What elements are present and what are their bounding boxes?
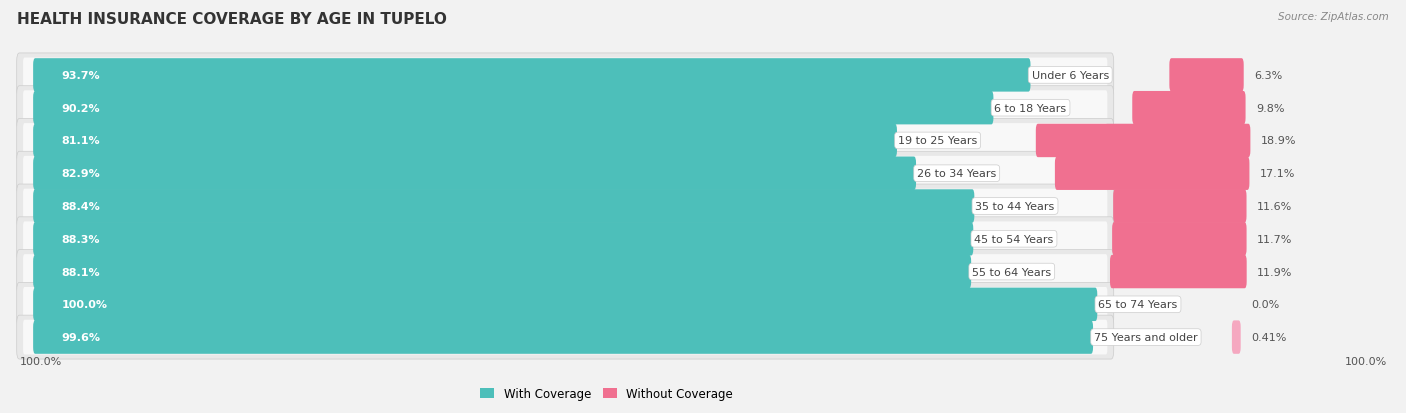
Text: 11.7%: 11.7%	[1257, 234, 1292, 244]
Text: 6.3%: 6.3%	[1254, 71, 1282, 81]
FancyBboxPatch shape	[17, 54, 1114, 97]
Text: 99.6%: 99.6%	[62, 332, 101, 342]
FancyBboxPatch shape	[34, 320, 1092, 354]
Text: 0.0%: 0.0%	[1251, 299, 1279, 310]
Text: 81.1%: 81.1%	[62, 136, 100, 146]
FancyBboxPatch shape	[34, 223, 973, 256]
Text: 90.2%: 90.2%	[62, 103, 100, 114]
FancyBboxPatch shape	[22, 124, 1108, 159]
FancyBboxPatch shape	[1170, 59, 1244, 93]
Text: 93.7%: 93.7%	[62, 71, 100, 81]
Text: 6 to 18 Years: 6 to 18 Years	[994, 103, 1067, 114]
Text: 9.8%: 9.8%	[1256, 103, 1285, 114]
Text: 82.9%: 82.9%	[62, 169, 100, 179]
FancyBboxPatch shape	[1112, 223, 1247, 256]
Text: 45 to 54 Years: 45 to 54 Years	[974, 234, 1053, 244]
FancyBboxPatch shape	[1232, 320, 1240, 354]
Text: 65 to 74 Years: 65 to 74 Years	[1098, 299, 1178, 310]
FancyBboxPatch shape	[1109, 255, 1247, 289]
Text: 19 to 25 Years: 19 to 25 Years	[898, 136, 977, 146]
FancyBboxPatch shape	[1114, 190, 1247, 223]
FancyBboxPatch shape	[1132, 92, 1246, 125]
FancyBboxPatch shape	[17, 152, 1114, 196]
Legend: With Coverage, Without Coverage: With Coverage, Without Coverage	[475, 382, 738, 405]
FancyBboxPatch shape	[17, 86, 1114, 131]
FancyBboxPatch shape	[22, 157, 1108, 191]
FancyBboxPatch shape	[22, 91, 1108, 126]
FancyBboxPatch shape	[22, 58, 1108, 93]
FancyBboxPatch shape	[34, 157, 917, 190]
FancyBboxPatch shape	[22, 189, 1108, 224]
FancyBboxPatch shape	[22, 222, 1108, 256]
Text: 35 to 44 Years: 35 to 44 Years	[976, 202, 1054, 211]
Text: 26 to 34 Years: 26 to 34 Years	[917, 169, 997, 179]
FancyBboxPatch shape	[1036, 124, 1250, 158]
FancyBboxPatch shape	[1054, 157, 1250, 190]
Text: Under 6 Years: Under 6 Years	[1032, 71, 1109, 81]
Text: 100.0%: 100.0%	[62, 299, 108, 310]
Text: Source: ZipAtlas.com: Source: ZipAtlas.com	[1278, 12, 1389, 22]
Text: 100.0%: 100.0%	[20, 356, 62, 366]
FancyBboxPatch shape	[22, 254, 1108, 289]
Text: 88.1%: 88.1%	[62, 267, 100, 277]
Text: 88.4%: 88.4%	[62, 202, 100, 211]
FancyBboxPatch shape	[34, 92, 994, 125]
Text: 100.0%: 100.0%	[1344, 356, 1386, 366]
FancyBboxPatch shape	[22, 287, 1108, 322]
Text: 17.1%: 17.1%	[1260, 169, 1295, 179]
Text: 75 Years and older: 75 Years and older	[1094, 332, 1198, 342]
FancyBboxPatch shape	[17, 282, 1114, 327]
FancyBboxPatch shape	[34, 59, 1031, 93]
Text: 0.41%: 0.41%	[1251, 332, 1286, 342]
FancyBboxPatch shape	[17, 250, 1114, 294]
FancyBboxPatch shape	[17, 185, 1114, 228]
FancyBboxPatch shape	[22, 320, 1108, 355]
FancyBboxPatch shape	[17, 217, 1114, 261]
Text: 88.3%: 88.3%	[62, 234, 100, 244]
Text: 18.9%: 18.9%	[1261, 136, 1296, 146]
FancyBboxPatch shape	[34, 288, 1097, 321]
Text: 11.6%: 11.6%	[1257, 202, 1292, 211]
Text: 11.9%: 11.9%	[1257, 267, 1292, 277]
FancyBboxPatch shape	[34, 124, 897, 158]
Text: HEALTH INSURANCE COVERAGE BY AGE IN TUPELO: HEALTH INSURANCE COVERAGE BY AGE IN TUPE…	[17, 12, 447, 27]
FancyBboxPatch shape	[34, 190, 974, 223]
FancyBboxPatch shape	[17, 316, 1114, 359]
FancyBboxPatch shape	[34, 255, 972, 289]
FancyBboxPatch shape	[17, 119, 1114, 163]
Text: 55 to 64 Years: 55 to 64 Years	[972, 267, 1052, 277]
